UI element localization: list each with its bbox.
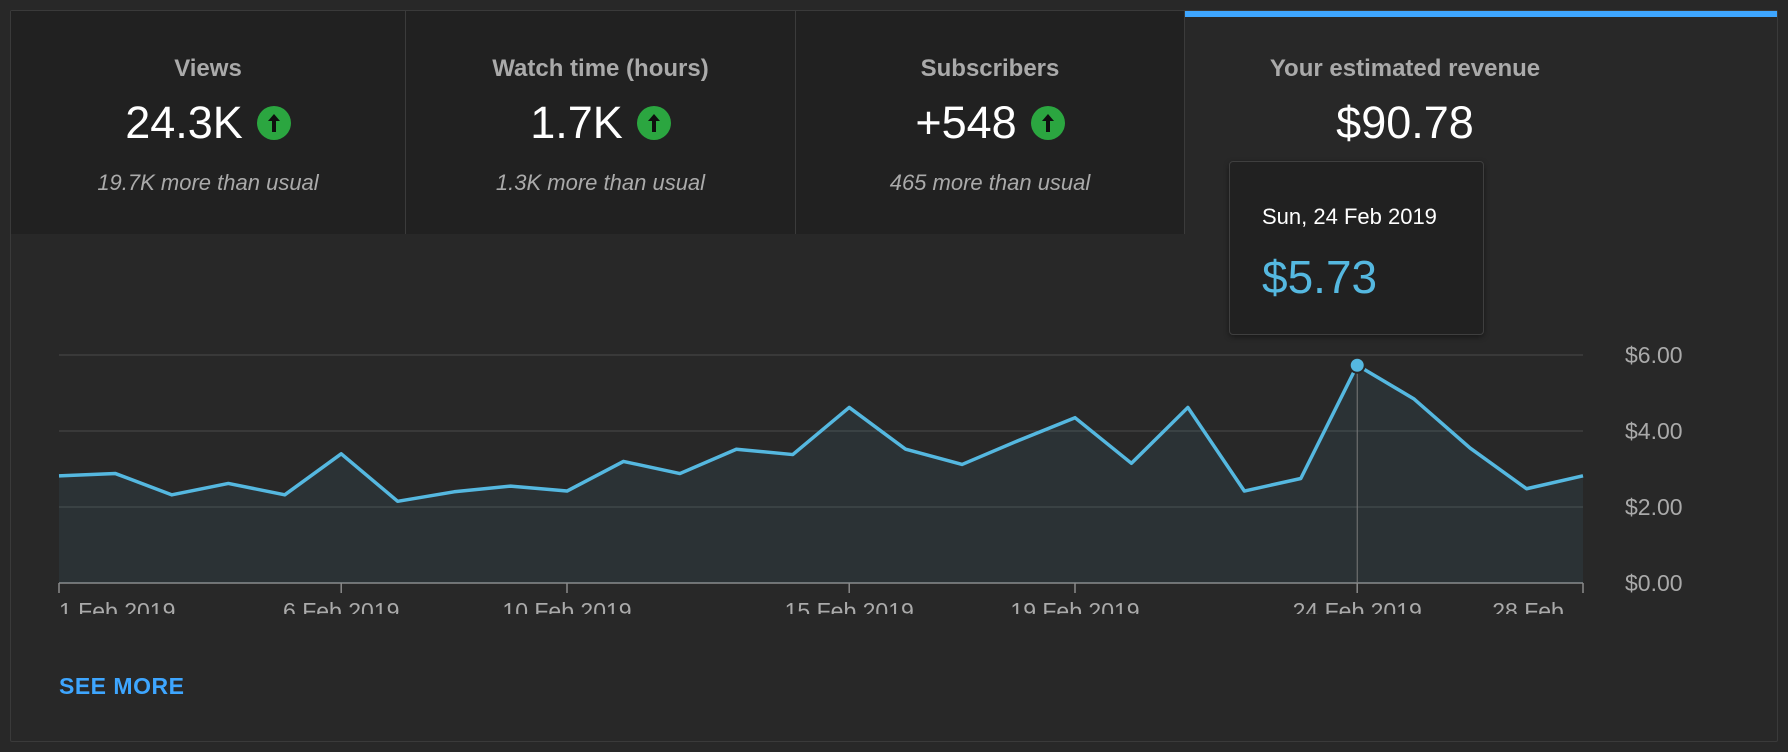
y-tick-label: $6.00 xyxy=(1625,342,1683,368)
data-point xyxy=(847,405,851,409)
tab-value: 1.7K xyxy=(530,97,623,148)
y-tick-label: $0.00 xyxy=(1625,570,1683,596)
revenue-chart[interactable]: $0.00 $2.00 $4.00 $6.00 1 Feb 2019 6 Feb 2019… xyxy=(11,234,1777,624)
tab-value: $90.78 xyxy=(1336,97,1474,148)
x-tick-label: 6 Feb 2019 xyxy=(283,598,399,614)
active-tab-indicator xyxy=(1185,11,1777,17)
tab-comparison: 465 more than usual xyxy=(889,170,1091,195)
tab-value: +548 xyxy=(915,97,1017,148)
trend-up-icon xyxy=(1030,106,1065,140)
data-point xyxy=(904,447,908,451)
metric-tabs: Views 24.3K 19.7K more than usual Watch … xyxy=(11,11,1777,234)
data-point xyxy=(1581,474,1585,478)
data-point xyxy=(452,490,456,494)
data-point xyxy=(1073,416,1077,420)
tab-value: 24.3K xyxy=(125,97,243,148)
data-point xyxy=(734,447,738,451)
tooltip-value: $5.73 xyxy=(1262,251,1378,303)
data-point xyxy=(339,452,343,456)
tab-label: Your estimated revenue xyxy=(1269,55,1541,82)
tab-views[interactable]: Views 24.3K 19.7K more than usual xyxy=(11,11,406,234)
data-point xyxy=(621,459,625,463)
data-point xyxy=(791,453,795,457)
y-tick-label: $4.00 xyxy=(1625,418,1683,444)
tab-comparison: 19.7K more than usual xyxy=(97,170,319,195)
tab-label: Views xyxy=(174,55,242,82)
data-point xyxy=(1525,487,1529,491)
x-tick-label: 15 Feb 2019 xyxy=(785,598,914,614)
highlighted-point xyxy=(1348,356,1366,374)
data-point xyxy=(1412,397,1416,401)
x-tick-label: 19 Feb 2019 xyxy=(1010,598,1139,614)
area-fill xyxy=(59,365,1583,583)
data-point xyxy=(1299,477,1303,481)
data-point xyxy=(509,484,513,488)
data-point xyxy=(396,499,400,503)
chart-tooltip: Sun, 24 Feb 2019 $5.73 xyxy=(1229,161,1484,335)
analytics-card: Views 24.3K 19.7K more than usual Watch … xyxy=(10,10,1778,742)
tab-label: Subscribers xyxy=(920,55,1060,82)
y-tick-label: $2.00 xyxy=(1625,494,1683,520)
data-point xyxy=(283,493,287,497)
x-tick-label: 24 Feb 2019 xyxy=(1293,598,1422,614)
trend-up-icon xyxy=(256,106,291,140)
tab-label: Watch time (hours) xyxy=(492,55,709,82)
data-point xyxy=(565,489,569,493)
data-point xyxy=(678,472,682,476)
data-point xyxy=(1468,446,1472,450)
trend-up-icon xyxy=(636,106,671,140)
series-line xyxy=(58,363,1584,504)
data-point xyxy=(57,474,61,478)
data-point xyxy=(170,493,174,497)
x-tick-label: 1 Feb 2019 xyxy=(59,598,175,614)
tab-watch-time[interactable]: Watch time (hours) 1.7K 1.3K more than u… xyxy=(406,11,796,234)
data-point xyxy=(960,462,964,466)
tab-comparison: 1.3K more than usual xyxy=(495,170,706,195)
data-point xyxy=(1242,489,1246,493)
see-more-link[interactable]: SEE MORE xyxy=(59,673,185,699)
x-tick-label: 10 Feb 2019 xyxy=(502,598,631,614)
revenue-chart-svg: $0.00 $2.00 $4.00 $6.00 1 Feb 2019 6 Feb 2019… xyxy=(57,342,1683,624)
tab-subscribers[interactable]: Subscribers +548 465 more than usual xyxy=(796,11,1185,234)
tooltip-date: Sun, 24 Feb 2019 xyxy=(1262,204,1437,229)
x-tick-label: 28 Feb... xyxy=(1492,598,1583,614)
data-point xyxy=(1186,405,1190,409)
data-point xyxy=(113,472,117,476)
data-point xyxy=(226,481,230,485)
data-point xyxy=(1017,439,1021,443)
data-point xyxy=(1129,461,1133,465)
